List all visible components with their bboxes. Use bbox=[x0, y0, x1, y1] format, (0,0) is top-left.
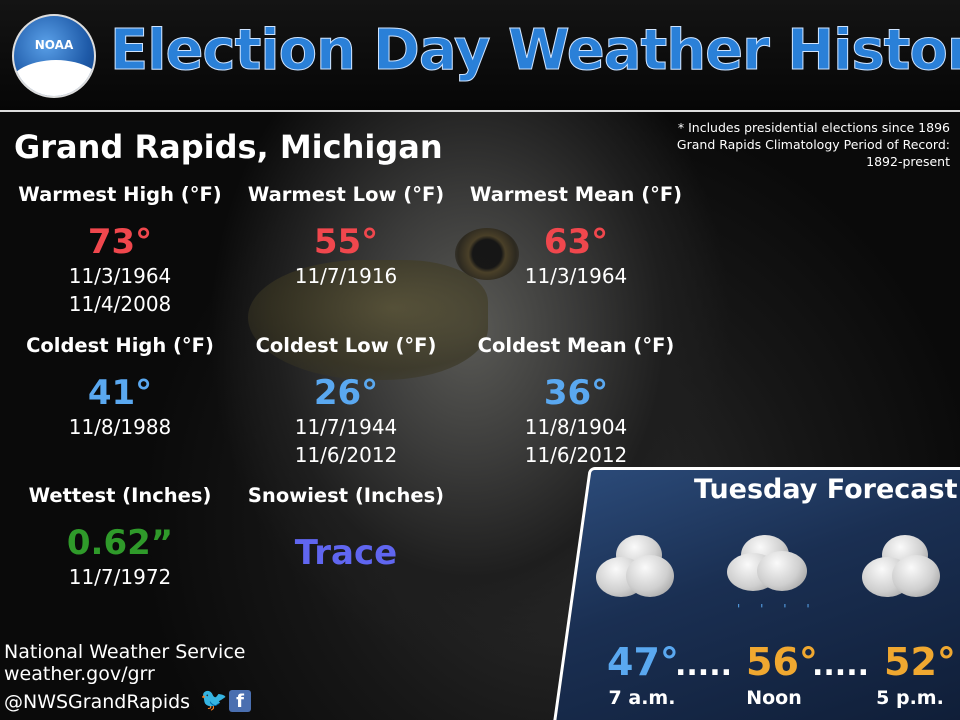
stat-date: 11/6/2012 bbox=[294, 443, 398, 467]
stat-date: 11/7/1944 bbox=[294, 415, 398, 439]
cloudy-icon bbox=[862, 535, 942, 597]
stat-label: Coldest Mean (°F) bbox=[477, 334, 675, 357]
stat-coldest-high: Coldest High (°F) 41° 11/8/1988 bbox=[5, 334, 235, 441]
stat-warmest-mean: Warmest Mean (°F) 63° 11/3/1964 bbox=[461, 183, 691, 290]
stat-warmest-high: Warmest High (°F) 73° 11/3/1964 11/4/200… bbox=[5, 183, 235, 318]
stat-snowiest: Snowiest (Inches) Trace bbox=[231, 484, 461, 573]
stat-label: Snowiest (Inches) bbox=[247, 484, 445, 507]
forecast-temp-morning: 47° bbox=[607, 640, 679, 684]
stat-value: 26° bbox=[313, 373, 379, 413]
forecast-time-morning: 7 a.m. bbox=[608, 687, 676, 709]
note-line: 1892-present bbox=[866, 154, 950, 169]
climatology-note: * Includes presidential elections since … bbox=[677, 119, 950, 170]
header-banner bbox=[0, 0, 960, 112]
noaa-logo-icon: NOAA bbox=[12, 14, 96, 98]
stat-date: 11/4/2008 bbox=[68, 292, 172, 316]
stat-value: 55° bbox=[313, 222, 379, 262]
stat-value: 36° bbox=[543, 373, 609, 413]
forecast-temp-evening: 52° bbox=[884, 640, 956, 684]
forecast-separator: ..... bbox=[675, 648, 732, 683]
footer-org: National Weather Service bbox=[4, 641, 246, 663]
stat-value: 73° bbox=[87, 222, 153, 262]
footer-handle[interactable]: @NWSGrandRapids bbox=[4, 691, 191, 713]
stat-date: 11/6/2012 bbox=[524, 443, 628, 467]
stat-date: 11/3/1964 bbox=[524, 264, 628, 288]
stat-coldest-mean: Coldest Mean (°F) 36° 11/8/1904 11/6/201… bbox=[461, 334, 691, 469]
header-divider bbox=[0, 110, 960, 112]
stat-label: Warmest High (°F) bbox=[18, 183, 222, 206]
eagle-beak-background bbox=[248, 260, 488, 380]
stat-coldest-low: Coldest Low (°F) 26° 11/7/1944 11/6/2012 bbox=[231, 334, 461, 469]
stat-date: 11/8/1988 bbox=[68, 415, 172, 439]
stat-value: 63° bbox=[543, 222, 609, 262]
location-title: Grand Rapids, Michigan bbox=[14, 128, 443, 166]
note-line: * Includes presidential elections since … bbox=[677, 120, 950, 135]
stat-label: Warmest Low (°F) bbox=[247, 183, 445, 206]
footer-site[interactable]: weather.gov/grr bbox=[4, 663, 155, 685]
stat-date: 11/7/1916 bbox=[294, 264, 398, 288]
facebook-icon[interactable]: f bbox=[229, 690, 251, 712]
stat-label: Coldest Low (°F) bbox=[255, 334, 437, 357]
note-line: Grand Rapids Climatology Period of Recor… bbox=[676, 137, 950, 152]
page-title: Election Day Weather History bbox=[110, 18, 960, 84]
cloudy-icon bbox=[596, 535, 676, 597]
stat-date: 11/7/1972 bbox=[68, 565, 172, 589]
forecast-temp-noon: 56° bbox=[746, 640, 818, 684]
stat-warmest-low: Warmest Low (°F) 55° 11/7/1916 bbox=[231, 183, 461, 290]
forecast-time-evening: 5 p.m. bbox=[876, 687, 944, 709]
stat-value: 41° bbox=[87, 373, 153, 413]
stat-wettest: Wettest (Inches) 0.62” 11/7/1972 bbox=[5, 484, 235, 591]
noaa-logo-text: NOAA bbox=[34, 38, 74, 52]
raindrops-icon: ' ' ' ' bbox=[737, 602, 818, 616]
stat-date: 11/3/1964 bbox=[68, 264, 172, 288]
stat-label: Warmest Mean (°F) bbox=[469, 183, 683, 206]
eagle-eye-background bbox=[455, 228, 519, 280]
twitter-icon[interactable]: 🐦 bbox=[200, 688, 228, 713]
stat-label: Wettest (Inches) bbox=[28, 484, 212, 507]
stat-label: Coldest High (°F) bbox=[26, 334, 214, 357]
noaa-logo-wave bbox=[14, 60, 94, 96]
rain-cloud-icon bbox=[727, 535, 807, 595]
forecast-title: Tuesday Forecast bbox=[694, 474, 958, 505]
forecast-separator: ..... bbox=[812, 648, 869, 683]
stat-date: 11/8/1904 bbox=[524, 415, 628, 439]
forecast-time-noon: Noon bbox=[746, 687, 802, 709]
stat-value: 0.62” bbox=[66, 523, 174, 563]
stat-value: Trace bbox=[294, 533, 398, 573]
